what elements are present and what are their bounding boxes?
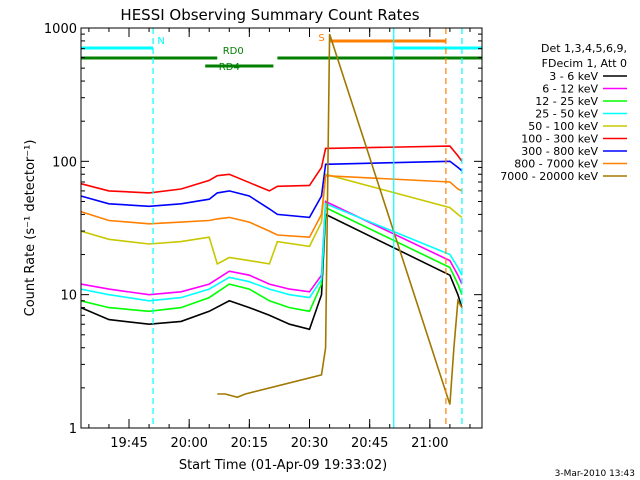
y-axis-label: Count Rate (s⁻¹ detector⁻¹) [23,140,38,317]
legend-header-line-2: FDecim 1, Att 0 [542,57,627,70]
legend-label-50-100-kev: 50 - 100 keV [528,120,598,133]
series-line-300-800-kev [80,160,463,219]
flag-label-rd0: RD0 [223,46,244,57]
x-tick-label: 20:45 [351,436,388,451]
legend-label-100-300-kev: 100 - 300 keV [521,133,598,146]
footer-timestamp: 3-Mar-2010 13:43 [555,469,635,479]
chart-title: HESSI Observing Summary Count Rates [120,6,419,24]
legend-header-line-1: Det 1,3,4,5,6,9, [541,42,627,55]
y-tick-label: 100 [52,155,77,170]
series-line-12-25-kev [80,206,463,313]
vertical-markers-layer [152,28,463,428]
legend-label-300-800-kev: 300 - 800 keV [521,145,598,158]
series-line-50-100-kev [80,173,463,266]
legend-label-12-25-kev: 12 - 25 keV [535,95,598,108]
y-tick-label: 10 [60,289,77,304]
flag-label-s: S [318,33,324,44]
flag-label-n: N [157,36,164,47]
legend: Det 1,3,4,5,6,9, FDecim 1, Att 0 3 - 6 k… [500,42,627,183]
legend-label-6-12-kev: 6 - 12 keV [542,83,598,96]
series-line-25-50-kev [80,202,463,302]
y-tick-label: 1000 [44,22,77,37]
series-line-7000-20000-kev [217,33,463,405]
x-tick-label: 20:00 [170,436,207,451]
series-line-6-12-kev [80,200,463,296]
x-tick-label: 19:45 [110,436,147,451]
x-tick-label: 20:30 [291,436,328,451]
legend-label-25-50-kev: 25 - 50 keV [535,108,598,121]
x-tick-label: 21:00 [411,436,448,451]
series-line-100-300-kev [80,145,463,194]
legend-label-800-7000-kev: 800 - 7000 keV [514,158,598,171]
legend-label-3-6-kev: 3 - 6 keV [549,70,598,83]
plot-frame [80,27,483,429]
axes-layer: 1 10 100 1000 19:45 20:00 20:15 20:30 20:45 21:00 [44,22,482,451]
flag-bars-layer: N S RD0 RD4 [80,33,482,73]
series-line-3-6-kev [80,213,463,331]
x-tick-label: 20:15 [231,436,268,451]
series-line-800-7000-kev [80,174,463,239]
legend-label-7000-20000-kev: 7000 - 20000 keV [500,170,598,183]
y-tick-label: 1 [69,422,77,437]
x-axis-label: Start Time (01-Apr-09 19:33:02) [179,458,387,473]
flag-label-rd4: RD4 [219,62,240,73]
series-layer [80,33,463,405]
